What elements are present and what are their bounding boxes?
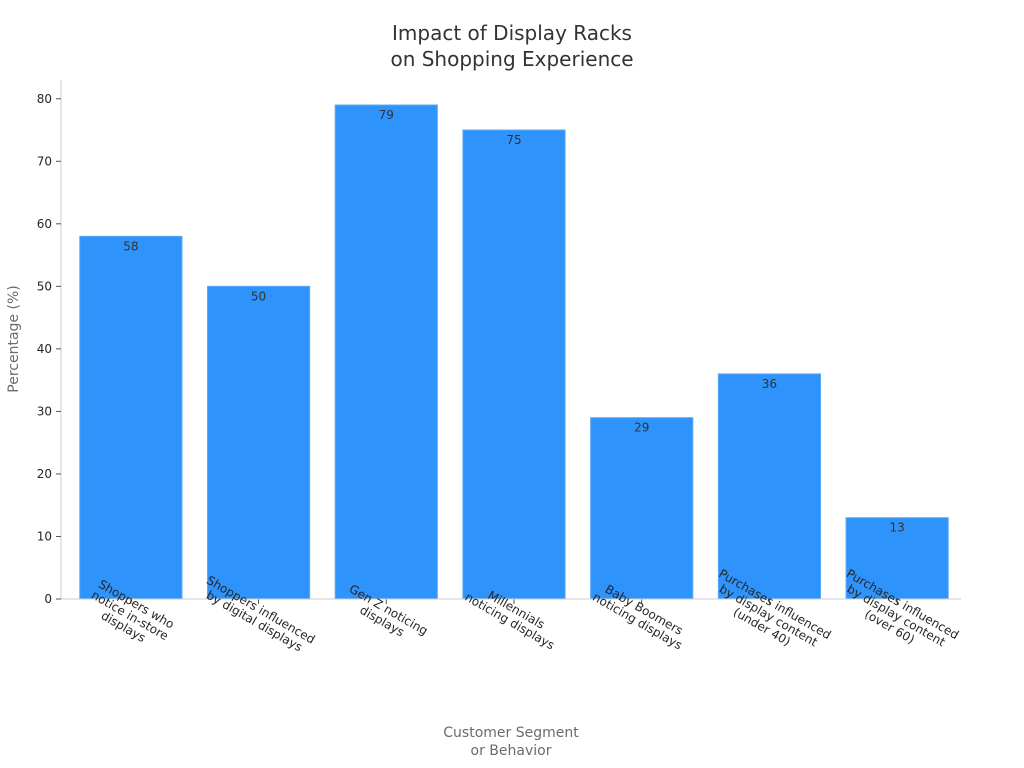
bar	[845, 517, 949, 600]
bar	[590, 417, 694, 600]
y-tick-label: 50	[37, 279, 52, 293]
chart-title-line-2: on Shopping Experience	[390, 47, 633, 71]
y-tick-label: 10	[37, 529, 52, 543]
bar	[717, 373, 822, 600]
chart-title: Impact of Display Racks on Shopping Expe…	[390, 21, 633, 71]
y-tick-label: 30	[37, 404, 52, 418]
y-tick-label: 60	[37, 217, 52, 231]
x-axis-label-line-1: Customer Segment	[443, 725, 579, 741]
chart-title-line-1: Impact of Display Racks	[392, 21, 632, 45]
data-label: 50	[251, 289, 266, 303]
axes-group	[60, 80, 961, 604]
y-tick-label: 70	[37, 154, 52, 168]
bars-group	[79, 104, 949, 600]
x-axis-label: Customer Segment or Behavior	[443, 725, 579, 759]
y-tick-label: 0	[44, 592, 52, 606]
data-label: 79	[379, 108, 394, 122]
y-tick-label: 80	[37, 92, 52, 106]
bar	[79, 235, 183, 600]
y-axis-label: Percentage (%)	[6, 285, 22, 392]
y-tick-label: 40	[37, 342, 52, 356]
bar	[206, 285, 311, 600]
value-labels-group: 58 50 79 75 29 36 13	[123, 108, 905, 535]
data-label: 58	[123, 239, 138, 253]
data-label: 13	[890, 521, 905, 535]
data-label: 75	[506, 133, 521, 147]
y-ticks-group: 0 10 20 30 40 50 60 70 80	[37, 92, 61, 606]
data-label: 36	[762, 377, 777, 391]
bar	[462, 129, 566, 600]
y-tick-label: 20	[37, 467, 52, 481]
bar	[334, 104, 438, 600]
x-axis-label-line-2: or Behavior	[471, 743, 552, 759]
data-label: 29	[634, 421, 649, 435]
